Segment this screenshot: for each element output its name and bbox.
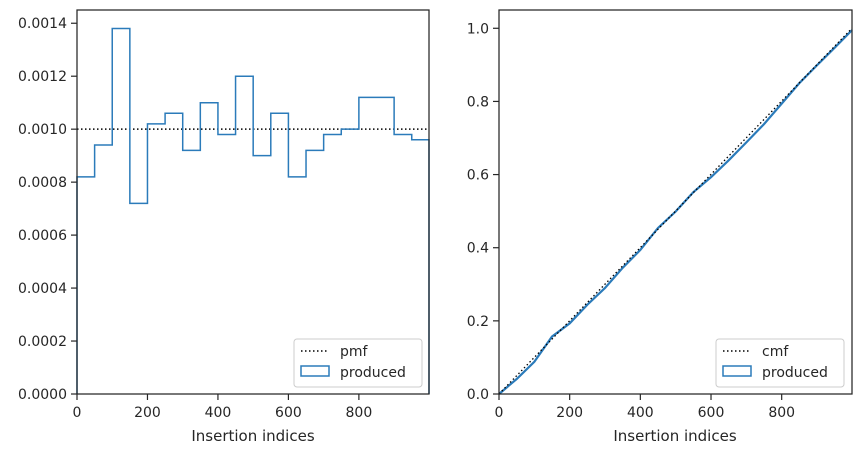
right-x-ticks: 0 200 400 600 800 bbox=[495, 394, 795, 421]
right-x-tick-label: 200 bbox=[556, 405, 583, 421]
left-y-tick-label: 0.0010 bbox=[18, 122, 67, 138]
right-legend-produced-marker bbox=[722, 365, 752, 377]
right-axes-frame bbox=[498, 9, 853, 395]
right-y-tick-label: 0.8 bbox=[467, 94, 489, 110]
right-y-tick-label: 0.0 bbox=[467, 387, 489, 403]
right-legend-cmf-label: cmf bbox=[762, 344, 789, 360]
right-y-ticks: 0.0 0.2 0.4 0.6 0.8 1.0 bbox=[467, 21, 499, 403]
right-x-tick-label: 0 bbox=[495, 405, 504, 421]
right-chart: 0 200 400 600 800 0.0 0.2 0.4 0.6 0.8 1.0 Inserti… bbox=[467, 9, 853, 445]
left-x-tick-label: 800 bbox=[346, 405, 373, 421]
left-x-ticks: 0 200 400 600 800 bbox=[73, 394, 373, 421]
left-y-tick-label: 0.0004 bbox=[18, 281, 67, 297]
left-x-tick-label: 600 bbox=[275, 405, 302, 421]
right-legend-produced-label: produced bbox=[762, 365, 828, 381]
cmf-reference-line bbox=[498, 27, 853, 395]
right-x-tick-label: 400 bbox=[627, 405, 654, 421]
left-y-tick-label: 0.0000 bbox=[18, 387, 67, 403]
left-axes-frame bbox=[76, 9, 430, 395]
right-legend: cmf produced bbox=[715, 338, 845, 388]
right-y-tick-label: 1.0 bbox=[467, 21, 489, 37]
left-x-tick-label: 400 bbox=[205, 405, 232, 421]
left-x-tick-label: 0 bbox=[73, 405, 82, 421]
left-y-tick-label: 0.0014 bbox=[18, 16, 67, 32]
left-y-ticks: 0.0000 0.0002 0.0004 0.0006 0.0008 0.0010 0.00… bbox=[18, 16, 77, 403]
left-y-tick-label: 0.0002 bbox=[18, 334, 67, 350]
left-y-tick-label: 0.0008 bbox=[18, 175, 67, 191]
left-y-tick-label: 0.0012 bbox=[18, 69, 67, 85]
left-chart: 0 200 400 600 800 0.00000.00020.00040.00060.… bbox=[18, 9, 430, 445]
left-legend-pmf-label: pmf bbox=[340, 344, 369, 360]
left-legend: pmf produced bbox=[293, 338, 423, 388]
right-x-axis-label: Insertion indices bbox=[613, 427, 736, 445]
right-x-tick-label: 800 bbox=[768, 405, 795, 421]
left-x-tick-label: 200 bbox=[134, 405, 161, 421]
right-y-tick-label: 0.6 bbox=[467, 168, 489, 184]
left-y-tick-label: 0.0006 bbox=[18, 228, 67, 244]
left-legend-produced-label: produced bbox=[340, 365, 406, 381]
right-plot-area bbox=[498, 27, 853, 395]
right-y-tick-label: 0.2 bbox=[467, 314, 489, 330]
right-y-tick-label: 0.4 bbox=[467, 241, 489, 257]
left-x-axis-label: Insertion indices bbox=[191, 427, 314, 445]
left-plot-area bbox=[76, 27, 430, 394]
produced-histogram-step bbox=[76, 27, 430, 394]
left-legend-produced-marker bbox=[300, 365, 330, 377]
right-x-tick-label: 600 bbox=[698, 405, 725, 421]
